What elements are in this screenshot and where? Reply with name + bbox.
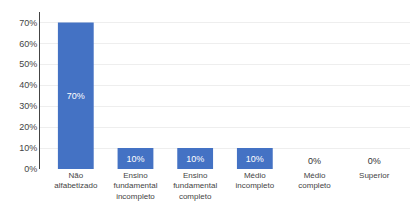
svg-text:Superior: Superior <box>359 171 390 180</box>
svg-text:50%: 50% <box>19 59 37 69</box>
svg-text:60%: 60% <box>19 39 37 49</box>
svg-text:Médioincompleto: Médioincompleto <box>235 171 274 190</box>
svg-text:40%: 40% <box>19 80 37 90</box>
svg-text:Ensinofundamentalincompleto: Ensinofundamentalincompleto <box>113 171 157 201</box>
svg-text:10%: 10% <box>246 154 264 164</box>
svg-text:10%: 10% <box>19 143 37 153</box>
svg-text:0%: 0% <box>24 164 37 174</box>
svg-text:Ensinofundamentalcompleto: Ensinofundamentalcompleto <box>173 171 217 201</box>
svg-text:70%: 70% <box>19 18 37 28</box>
svg-text:0%: 0% <box>368 156 381 166</box>
svg-text:Nãoalfabetizado: Nãoalfabetizado <box>54 171 98 190</box>
svg-text:10%: 10% <box>186 154 204 164</box>
svg-text:Médiocompleto: Médiocompleto <box>298 171 331 190</box>
svg-text:0%: 0% <box>308 156 321 166</box>
svg-text:70%: 70% <box>67 91 85 101</box>
svg-text:30%: 30% <box>19 101 37 111</box>
svg-text:20%: 20% <box>19 122 37 132</box>
svg-text:10%: 10% <box>126 154 144 164</box>
